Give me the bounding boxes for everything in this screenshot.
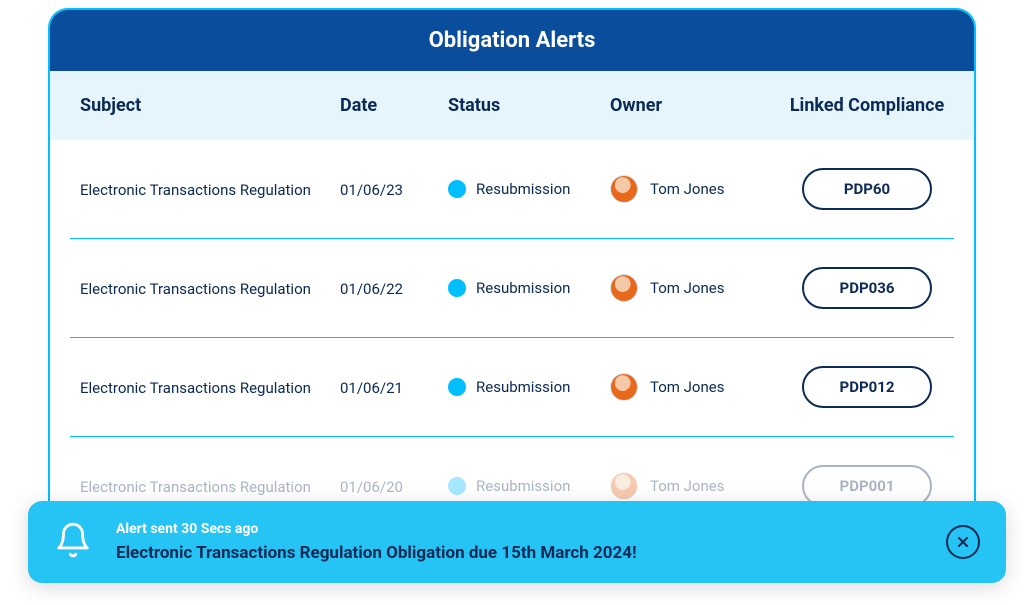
avatar	[610, 472, 638, 500]
header-status: Status	[448, 95, 500, 116]
header-date: Date	[340, 95, 377, 116]
cell-status: Resubmission	[476, 180, 570, 198]
compliance-pill[interactable]: PDP60	[802, 168, 932, 210]
card-title: Obligation Alerts	[50, 28, 974, 53]
card-header: Obligation Alerts	[50, 10, 974, 71]
cell-owner: Tom Jones	[650, 477, 724, 495]
cell-subject: Electronic Transactions Regulation	[80, 478, 311, 496]
cell-owner: Tom Jones	[650, 378, 724, 396]
table-row[interactable]: Electronic Transactions Regulation 01/06…	[70, 239, 954, 338]
status-dot-icon	[448, 477, 466, 495]
cell-date: 01/06/22	[340, 280, 403, 298]
status-dot-icon	[448, 180, 466, 198]
compliance-pill[interactable]: PDP012	[802, 366, 932, 408]
status-dot-icon	[448, 279, 466, 297]
column-headers: Subject Date Status Owner Linked Complia…	[50, 71, 974, 140]
table-row[interactable]: Electronic Transactions Regulation 01/06…	[70, 338, 954, 437]
table-body: Electronic Transactions Regulation 01/06…	[50, 140, 974, 535]
toast-content: Alert sent 30 Secs ago Electronic Transa…	[116, 521, 946, 563]
cell-subject: Electronic Transactions Regulation	[80, 379, 311, 397]
header-compliance: Linked Compliance	[790, 95, 944, 116]
header-subject: Subject	[80, 95, 141, 116]
header-owner: Owner	[610, 95, 662, 116]
toast-time: Alert sent 30 Secs ago	[116, 521, 946, 537]
status-dot-icon	[448, 378, 466, 396]
avatar	[610, 373, 638, 401]
table-row[interactable]: Electronic Transactions Regulation 01/06…	[70, 140, 954, 239]
cell-status: Resubmission	[476, 378, 570, 396]
cell-owner: Tom Jones	[650, 279, 724, 297]
cell-date: 01/06/23	[340, 181, 403, 199]
avatar	[610, 175, 638, 203]
compliance-pill[interactable]: PDP036	[802, 267, 932, 309]
cell-subject: Electronic Transactions Regulation	[80, 280, 311, 298]
avatar	[610, 274, 638, 302]
toast-close-button[interactable]	[946, 525, 980, 559]
cell-owner: Tom Jones	[650, 180, 724, 198]
cell-date: 01/06/20	[340, 478, 403, 496]
toast-message: Electronic Transactions Regulation Oblig…	[116, 543, 946, 563]
cell-date: 01/06/21	[340, 379, 403, 397]
alerts-card: Obligation Alerts Subject Date Status Ow…	[48, 8, 976, 537]
cell-status: Resubmission	[476, 477, 570, 495]
alert-toast: Alert sent 30 Secs ago Electronic Transa…	[28, 501, 1006, 583]
cell-subject: Electronic Transactions Regulation	[80, 181, 311, 199]
bell-icon	[54, 521, 92, 563]
close-icon	[955, 534, 971, 550]
cell-status: Resubmission	[476, 279, 570, 297]
